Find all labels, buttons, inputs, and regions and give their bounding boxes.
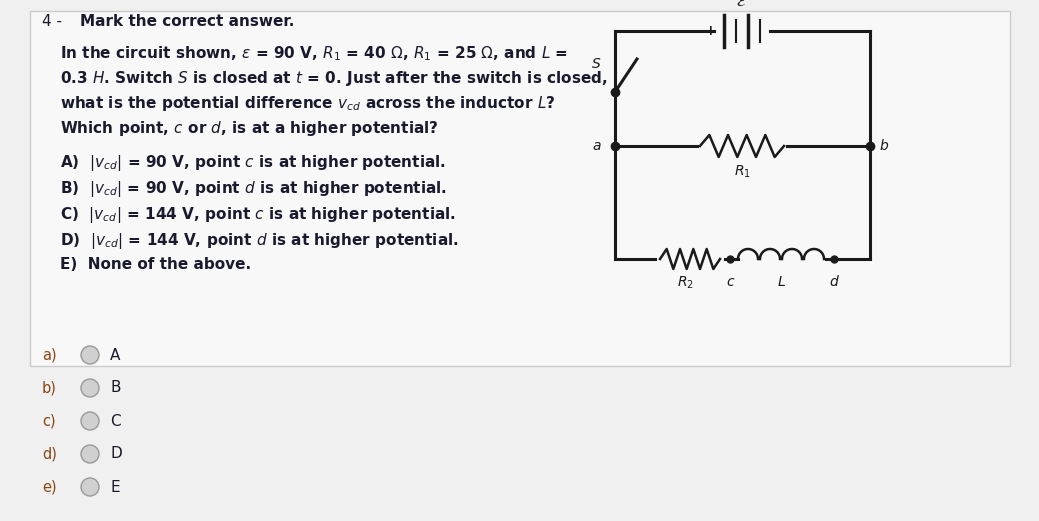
Text: B: B xyxy=(110,380,121,395)
Circle shape xyxy=(81,445,99,463)
Text: $R_1$: $R_1$ xyxy=(734,164,750,180)
Text: A)  $|v_{cd}|$ = 90 V, point $c$ is at higher potential.: A) $|v_{cd}|$ = 90 V, point $c$ is at hi… xyxy=(60,153,446,173)
Text: S: S xyxy=(592,57,601,71)
Text: +: + xyxy=(704,24,716,38)
Text: B)  $|v_{cd}|$ = 90 V, point $d$ is at higher potential.: B) $|v_{cd}|$ = 90 V, point $d$ is at hi… xyxy=(60,179,447,199)
Text: D: D xyxy=(110,446,122,462)
Circle shape xyxy=(81,346,99,364)
Text: In the circuit shown, $\varepsilon$ = 90 V, $R_1$ = 40 $\Omega$, $R_1$ = 25 $\Om: In the circuit shown, $\varepsilon$ = 90… xyxy=(60,44,568,63)
Text: Which point, $c$ or $d$, is at a higher potential?: Which point, $c$ or $d$, is at a higher … xyxy=(60,119,438,138)
FancyBboxPatch shape xyxy=(30,11,1010,366)
Text: d: d xyxy=(829,275,838,289)
Text: E)  None of the above.: E) None of the above. xyxy=(60,257,251,272)
Circle shape xyxy=(81,412,99,430)
Text: b): b) xyxy=(42,380,57,395)
Text: e): e) xyxy=(42,479,56,494)
Text: Mark the correct answer.: Mark the correct answer. xyxy=(80,14,294,29)
Text: C: C xyxy=(110,414,121,428)
Text: a: a xyxy=(592,139,601,153)
Circle shape xyxy=(81,478,99,496)
Text: E: E xyxy=(110,479,119,494)
Text: c): c) xyxy=(42,414,56,428)
Text: A: A xyxy=(110,348,121,363)
Text: D)  $|v_{cd}|$ = 144 V, point $d$ is at higher potential.: D) $|v_{cd}|$ = 144 V, point $d$ is at h… xyxy=(60,231,459,251)
Text: b: b xyxy=(880,139,888,153)
Text: d): d) xyxy=(42,446,57,462)
Text: $R_2$: $R_2$ xyxy=(676,275,693,291)
Text: $\mathcal{E}$: $\mathcal{E}$ xyxy=(737,0,748,9)
Text: C)  $|v_{cd}|$ = 144 V, point $c$ is at higher potential.: C) $|v_{cd}|$ = 144 V, point $c$ is at h… xyxy=(60,205,456,225)
Text: L: L xyxy=(778,275,785,289)
Circle shape xyxy=(81,379,99,397)
Text: what is the potential difference $v_{cd}$ across the inductor $L$?: what is the potential difference $v_{cd}… xyxy=(60,94,556,113)
Text: 4 -: 4 - xyxy=(42,14,62,29)
Text: 0.3 $H$. Switch $S$ is closed at $t$ = 0. Just after the switch is closed,: 0.3 $H$. Switch $S$ is closed at $t$ = 0… xyxy=(60,69,608,88)
Text: a): a) xyxy=(42,348,56,363)
Text: c: c xyxy=(726,275,734,289)
